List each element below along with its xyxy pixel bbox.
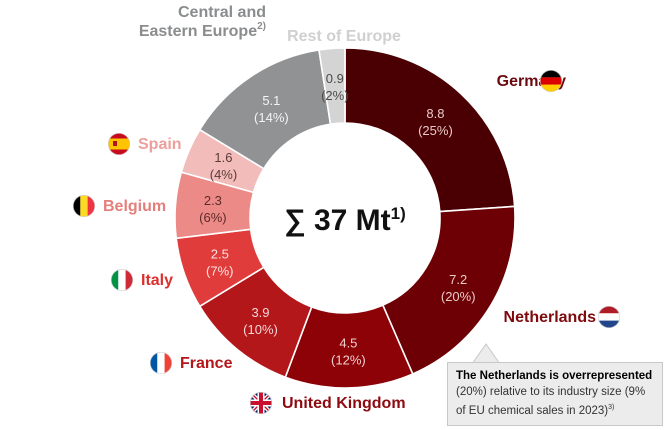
pct-label-united-kingdom: (12%) — [331, 352, 366, 367]
germany-flag-icon — [539, 70, 562, 93]
value-label-belgium: 2.3 — [204, 193, 222, 208]
slice-germany — [344, 47, 516, 213]
slice-netherlands — [381, 205, 516, 375]
country-label-netherlands: Netherlands — [504, 309, 597, 326]
country-label-central-and-eastern-europe-line-1: Central and — [178, 4, 266, 21]
value-label-germany: 8.8 — [426, 106, 444, 121]
annotation-text: (20%) relative to its industry size (9% … — [456, 386, 646, 417]
pct-label-germany: (25%) — [418, 123, 453, 138]
france-flag-icon — [150, 351, 173, 374]
pct-label-rest-of-europe: (2%) — [321, 88, 348, 103]
united-kingdom-flag-icon — [250, 391, 273, 414]
value-label-france: 3.9 — [251, 305, 269, 320]
pct-label-central-and-eastern-europe: (14%) — [254, 110, 289, 125]
belgium-flag-icon — [73, 195, 96, 218]
value-label-spain: 1.6 — [214, 150, 232, 165]
italy-flag-icon — [111, 268, 134, 291]
annotation-bold-text: The Netherlands is overrepresented — [456, 370, 653, 382]
center-total-label: ∑ 37 Mt1) — [284, 204, 406, 237]
pct-label-belgium: (6%) — [199, 210, 226, 225]
pct-label-netherlands: (20%) — [441, 289, 476, 304]
value-labels-layer: 8.8 (25%) 7.2 (20%) 4.5 (12%) 3.9 (10%) 2.5 (7%) 2… — [199, 71, 475, 368]
country-label-rest-of-europe: Rest of Europe — [287, 28, 401, 45]
annotation-footnote: 3) — [608, 404, 615, 411]
spain-flag-icon — [108, 133, 131, 156]
country-label-italy: Italy — [141, 272, 173, 289]
value-label-central-and-eastern-europe: 5.1 — [262, 93, 280, 108]
value-label-netherlands: 7.2 — [449, 272, 467, 287]
country-label-spain: Spain — [138, 136, 182, 153]
slice-rest-of-europe — [318, 47, 346, 126]
slices-layer — [174, 47, 516, 389]
country-label-belgium: Belgium — [103, 198, 166, 215]
value-label-rest-of-europe: 0.9 — [326, 71, 344, 86]
pct-label-italy: (7%) — [206, 263, 233, 278]
pct-label-france: (10%) — [243, 322, 278, 337]
country-label-central-and-eastern-europe-line-2: Eastern Europe2) — [139, 21, 266, 40]
country-label-france: France — [180, 355, 233, 372]
pct-label-spain: (4%) — [210, 167, 237, 182]
netherlands-annotation: The Netherlands is overrepresented (20%)… — [447, 362, 663, 426]
value-label-italy: 2.5 — [211, 246, 229, 261]
value-label-united-kingdom: 4.5 — [339, 335, 357, 350]
country-label-united-kingdom: United Kingdom — [282, 395, 406, 412]
netherlands-flag-icon — [597, 305, 620, 328]
annotation-pointer — [471, 343, 501, 365]
